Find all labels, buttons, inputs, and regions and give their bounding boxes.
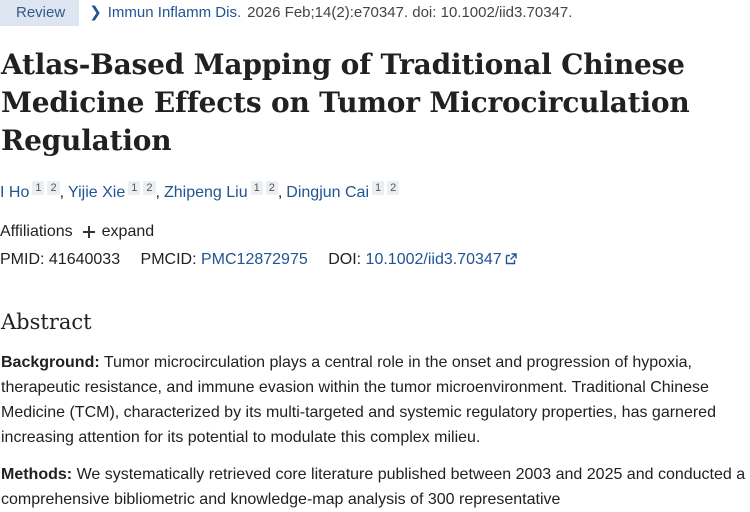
doi-link[interactable]: 10.1002/iid3.70347 xyxy=(366,251,517,268)
abstract-methods: Methods: We systematically retrieved cor… xyxy=(1,462,746,512)
pmid-value: 41640033 xyxy=(48,251,121,268)
publication-type-badge: Review xyxy=(0,0,80,26)
author-link[interactable]: Yijie Xie xyxy=(68,184,126,201)
affiliation-ref[interactable]: 2 xyxy=(143,181,156,195)
affiliation-ref[interactable]: 2 xyxy=(265,181,278,195)
affiliation-ref[interactable]: 1 xyxy=(128,181,141,195)
author-item: I Ho 1 2 xyxy=(0,181,60,201)
author-item: Dingjun Cai 1 2 xyxy=(286,181,400,201)
pmcid-label: PMCID: xyxy=(140,251,197,268)
author-item: Zhipeng Liu 1 2 xyxy=(163,181,278,201)
methods-label: Methods: xyxy=(1,466,73,483)
identifiers-row: PMID: 41640033 PMCID: PMC12872975 DOI: 1… xyxy=(0,247,517,273)
affiliations-row: Affiliations expand xyxy=(0,219,154,245)
citation-text: 2026 Feb;14(2):e70347. doi: 10.1002/iid3… xyxy=(247,4,573,21)
expand-affiliations-button[interactable]: expand xyxy=(82,219,155,245)
citation-bar: Review ❯ Immun Inflamm Dis. 2026 Feb;14(… xyxy=(0,0,750,26)
doi-label: DOI: xyxy=(328,251,362,268)
article-title: Atlas-Based Mapping of Traditional Chine… xyxy=(1,48,690,157)
plus-icon xyxy=(82,226,95,238)
affiliation-ref[interactable]: 1 xyxy=(32,181,45,195)
pmid-label: PMID: xyxy=(0,251,45,268)
author-separator: , xyxy=(155,184,160,201)
affiliation-ref[interactable]: 1 xyxy=(372,181,385,195)
author-link[interactable]: Dingjun Cai xyxy=(286,184,370,201)
authors-list: I Ho 1 2, Yijie Xie 1 2, Zhipeng Liu 1 2, Dingjun… xyxy=(0,180,400,206)
expand-label: expand xyxy=(101,223,155,240)
pmcid-link[interactable]: PMC12872975 xyxy=(201,251,308,268)
author-link[interactable]: Zhipeng Liu xyxy=(163,184,248,201)
background-text: Tumor microcirculation plays a central r… xyxy=(1,354,716,446)
abstract-background: Background: Tumor microcirculation plays… xyxy=(1,350,746,450)
external-link-icon xyxy=(505,253,517,265)
abstract-heading: Abstract xyxy=(1,310,92,334)
affiliation-ref[interactable]: 1 xyxy=(250,181,263,195)
author-separator: , xyxy=(277,184,283,201)
author-link[interactable]: I Ho xyxy=(0,184,30,201)
author-item: Yijie Xie 1 2 xyxy=(68,181,156,201)
doi-value: 10.1002/iid3.70347 xyxy=(365,251,502,268)
journal-link[interactable]: Immun Inflamm Dis. xyxy=(107,4,242,21)
chevron-right-icon: ❯ xyxy=(89,4,102,21)
methods-text: We systematically retrieved core literat… xyxy=(1,466,746,508)
background-label: Background: xyxy=(1,354,100,371)
affiliation-ref[interactable]: 2 xyxy=(387,181,400,195)
author-separator: , xyxy=(59,184,65,201)
affiliation-ref[interactable]: 2 xyxy=(47,181,60,195)
affiliations-label: Affiliations xyxy=(0,223,73,240)
